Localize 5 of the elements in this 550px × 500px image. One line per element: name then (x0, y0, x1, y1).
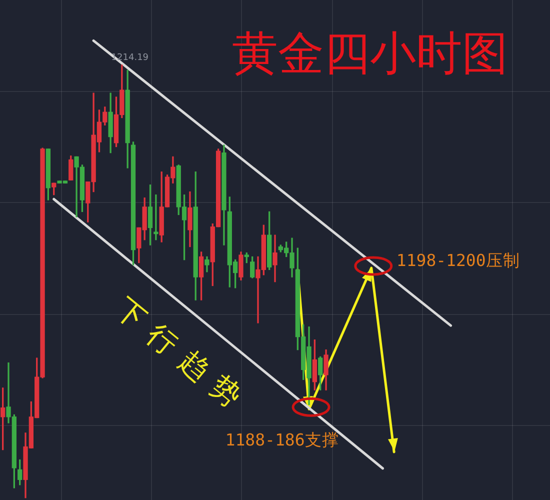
annotation: 1188-186支撑 (225, 430, 339, 450)
chart-title: 黄金四小时图 (232, 26, 508, 80)
annotation: 1198-1200压制 (396, 251, 520, 270)
annotation: 下行趋势 (108, 290, 258, 422)
candlestick (154, 194, 158, 240)
